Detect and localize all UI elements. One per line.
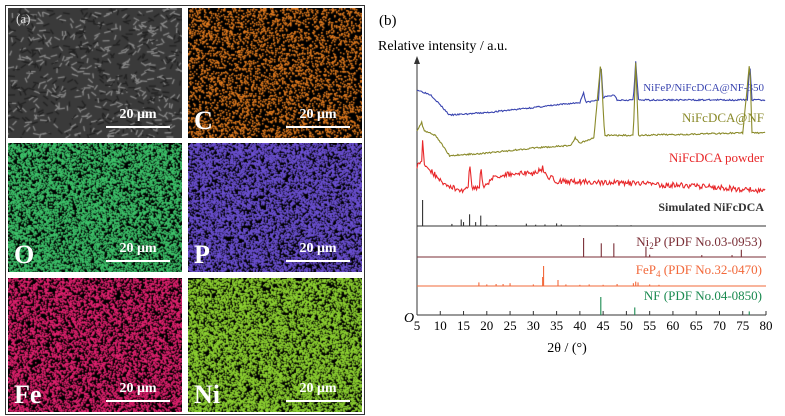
series-label: NiFeP/NiFcDCA@NF-350	[643, 82, 764, 94]
x-tick-label: 70	[713, 318, 726, 333]
label-subscript: 2	[649, 241, 654, 251]
panel-b-xrd-chart: (b) Relative intensity / a.u. O 2θ / (°)…	[378, 13, 773, 356]
element-label: Fe	[14, 380, 42, 409]
scale-bar: 20 μm	[286, 381, 350, 402]
element-distribution	[188, 8, 362, 138]
element-label: P	[194, 240, 210, 269]
eds-map-fe: Fe 20 μm	[8, 278, 182, 412]
scale-bar-line	[286, 400, 350, 402]
label-main: FeP	[636, 262, 656, 277]
scale-bar-line	[286, 126, 350, 128]
scale-bar: 20 μm	[106, 241, 170, 262]
x-tick-label: 20	[480, 318, 493, 333]
scale-bar: 20 μm	[286, 107, 350, 128]
x-tick-label: 60	[666, 318, 679, 333]
scale-bar: 20 μm	[106, 381, 170, 402]
sem-micrograph	[8, 8, 182, 138]
label-rest: P (PDF No.03-0953)	[654, 234, 762, 249]
scale-bar: 20 μm	[106, 107, 170, 128]
x-tick-label: 25	[504, 318, 517, 333]
x-tick-label: 45	[597, 318, 610, 333]
scale-bar-label: 20 μm	[299, 381, 337, 396]
scale-bar-label: 20 μm	[299, 107, 337, 122]
x-tick-label: 30	[527, 318, 540, 333]
x-tick-label: 65	[690, 318, 703, 333]
scale-bar-label: 20 μm	[119, 381, 157, 396]
x-axis-label: 2θ / (°)	[547, 341, 587, 356]
x-tick-label: 50	[620, 318, 633, 333]
xrd-trace	[416, 61, 766, 117]
scale-bar-label: 20 μm	[119, 241, 157, 256]
x-tick-label: 35	[550, 318, 563, 333]
panel-label-a: (a)	[16, 11, 31, 26]
xrd-trace	[416, 62, 766, 158]
panel-a-eds-maps: (a) 20 μm C 20 μm O 20 μm P 20 μm Fe 20 μm Ni 20 μm	[5, 5, 365, 415]
x-tick-label: 55	[643, 318, 656, 333]
element-distribution	[188, 278, 362, 412]
element-distribution	[188, 143, 362, 272]
label-subscript: 4	[656, 269, 661, 279]
scale-bar-line	[106, 126, 170, 128]
panel-label-b: (b)	[379, 13, 397, 29]
x-tick-label: 10	[434, 318, 447, 333]
scale-bar-line	[106, 400, 170, 402]
element-label: O	[14, 240, 35, 269]
x-tick-label: 75	[736, 318, 749, 333]
y-axis-arrow	[414, 56, 420, 64]
label-rest: (PDF No.32-0470)	[661, 262, 762, 277]
eds-map-p: P 20 μm	[188, 143, 362, 272]
eds-map-o: O 20 μm	[8, 143, 182, 272]
eds-map-ni: Ni 20 μm	[188, 278, 362, 412]
scale-bar: 20 μm	[286, 241, 350, 262]
element-distribution	[8, 143, 182, 272]
reference-label: FeP4 (PDF No.32-0470)	[636, 262, 762, 279]
x-tick-label: 5	[414, 318, 421, 333]
x-tick-label: 15	[457, 318, 470, 333]
x-tick-label: 40	[573, 318, 586, 333]
origin-label: O	[404, 311, 414, 326]
xrd-trace	[416, 140, 766, 194]
reference-label: Ni2P (PDF No.03-0953)	[636, 234, 762, 251]
element-label: Ni	[194, 380, 220, 409]
eds-map-c: C 20 μm	[188, 8, 362, 138]
label-main: Ni	[636, 234, 649, 249]
scale-bar-line	[286, 260, 350, 262]
reference-label: NF (PDF No.04-0850)	[644, 288, 762, 303]
scale-bar-label: 20 μm	[299, 241, 337, 256]
element-distribution	[8, 278, 182, 412]
reference-label: Simulated NiFcDCA	[658, 200, 764, 214]
element-label: C	[194, 106, 213, 135]
scale-bar-line	[106, 260, 170, 262]
series-label: NiFcDCA powder	[669, 150, 765, 165]
scale-bar-label: 20 μm	[119, 107, 157, 122]
y-axis-label: Relative intensity / a.u.	[378, 39, 507, 54]
series-label: NiFcDCA@NF	[682, 110, 764, 125]
x-tick-label: 80	[760, 318, 773, 333]
sem-image: (a) 20 μm	[8, 8, 182, 138]
